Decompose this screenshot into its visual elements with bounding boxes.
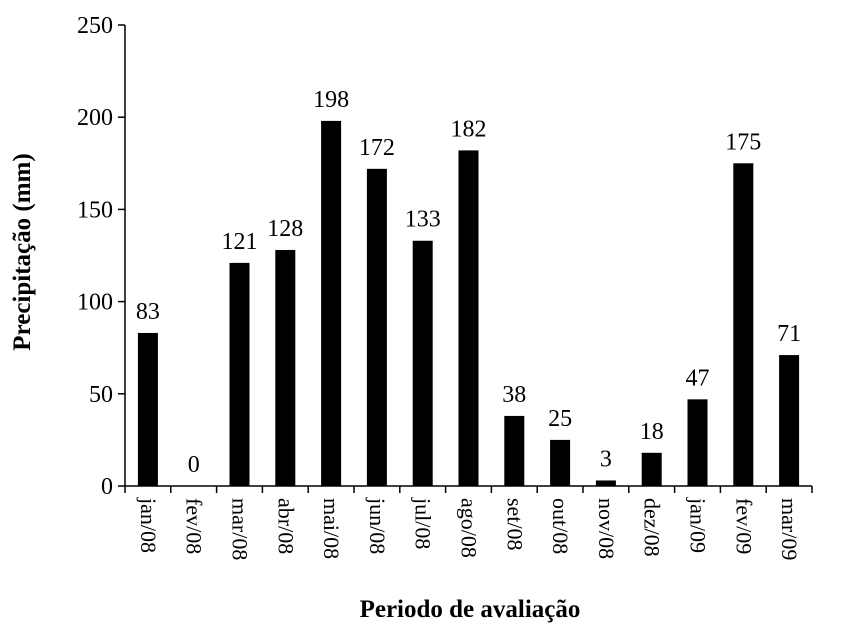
x-axis-title: Periodo de avaliação — [360, 596, 581, 623]
x-tick-label: mar/08 — [228, 498, 253, 560]
y-tick-label: 50 — [89, 382, 113, 408]
x-tick-label: jan/08 — [136, 497, 161, 553]
bar-value-label: 83 — [136, 299, 160, 325]
bar — [458, 150, 479, 486]
bar-value-label: 133 — [405, 207, 441, 233]
x-tick-label: mai/08 — [319, 498, 344, 559]
bar-value-label: 71 — [777, 321, 801, 347]
bar-value-label: 3 — [600, 446, 612, 472]
x-tick-label: abr/08 — [273, 498, 298, 554]
x-tick-label: dez/08 — [640, 498, 665, 557]
bar-value-label: 47 — [686, 365, 710, 391]
x-tick-label: fev/08 — [182, 498, 207, 554]
bar-value-label: 198 — [313, 87, 349, 113]
y-tick-label: 100 — [77, 290, 113, 316]
bar — [733, 163, 754, 487]
bar-value-label: 38 — [502, 382, 526, 408]
bar-value-label: 175 — [725, 129, 761, 155]
y-tick-label: 0 — [101, 474, 113, 500]
bar-value-label: 0 — [188, 452, 200, 478]
x-tick-label: nov/08 — [594, 498, 619, 559]
bar-value-label: 128 — [267, 216, 303, 242]
x-tick-label: set/08 — [502, 498, 527, 551]
bar — [412, 240, 433, 486]
bar-value-label: 25 — [548, 406, 572, 432]
y-axis-title: Precipitação (mm) — [9, 153, 36, 350]
bar-value-label: 172 — [359, 135, 395, 161]
data-labels: 83 0 121 128 198 172 133 182 38 25 3 18 47 175 71 — [136, 87, 801, 478]
x-tick-label: jun/08 — [365, 497, 390, 554]
y-tick-label: 250 — [77, 13, 113, 39]
bar — [275, 249, 296, 486]
bar — [779, 355, 800, 486]
bar — [595, 480, 616, 486]
bar — [687, 399, 708, 486]
y-tick-label: 200 — [77, 105, 113, 131]
bar — [550, 439, 571, 486]
bar — [641, 452, 662, 486]
bar-value-label: 18 — [640, 419, 664, 445]
x-axis: jan/08 fev/08 mar/08 abr/08 mai/08 jun/08 jul/… — [124, 485, 813, 560]
bar — [504, 415, 525, 486]
bars — [137, 120, 800, 487]
bar-value-label: 182 — [451, 116, 487, 142]
x-tick-label: jan/09 — [686, 497, 711, 553]
bar-value-label: 121 — [222, 229, 258, 255]
bar — [229, 262, 250, 486]
x-tick-label: mar/09 — [777, 498, 802, 560]
bar — [321, 120, 342, 486]
x-tick-label: fev/09 — [731, 498, 756, 554]
bar — [137, 332, 158, 486]
y-axis: 0 50 100 150 200 250 — [77, 13, 126, 500]
x-tick-label: ago/08 — [457, 498, 482, 558]
y-tick-label: 150 — [77, 197, 113, 223]
x-tick-label: out/08 — [548, 498, 573, 554]
x-tick-label: jul/08 — [411, 497, 436, 549]
bar — [366, 168, 387, 486]
